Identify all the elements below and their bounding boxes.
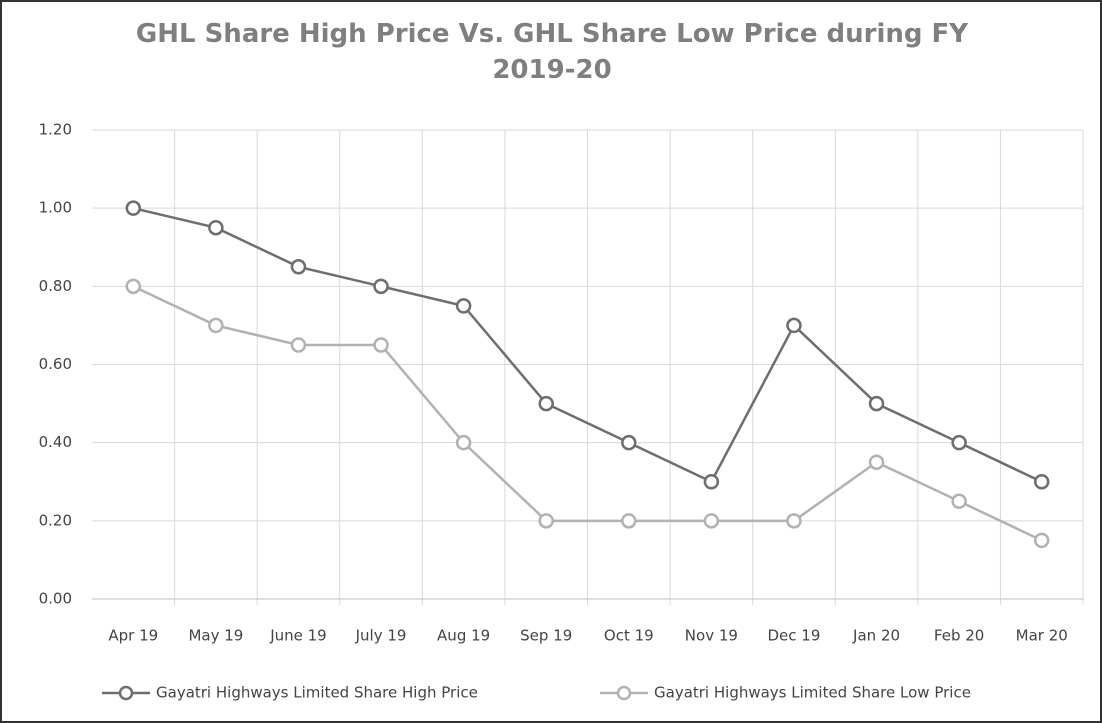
point — [868, 454, 885, 470]
legend-marker — [616, 685, 632, 701]
y-tick-label: 0.20 — [39, 511, 72, 529]
point — [1033, 474, 1050, 490]
legend-marker — [118, 685, 134, 701]
legend-label: Gayatri Highways Limited Share Low Price — [654, 684, 971, 702]
point — [868, 395, 885, 412]
y-tick-label: 0.00 — [39, 590, 72, 608]
point — [951, 493, 967, 510]
y-tick-label: 0.40 — [39, 433, 72, 451]
point — [703, 513, 720, 529]
x-tick-label: Aug 19 — [437, 627, 490, 645]
x-tick-label: July 19 — [355, 627, 407, 645]
point — [621, 513, 637, 529]
point — [208, 317, 224, 334]
point — [455, 298, 472, 314]
y-tick-label: 1.20 — [39, 121, 72, 139]
x-tick-label: June 19 — [269, 627, 327, 645]
x-tick-label: Sep 19 — [520, 627, 572, 645]
chart-title: GHL Share High Price Vs. GHL Share Low P… — [135, 19, 969, 85]
x-tick-label: Feb 20 — [934, 627, 984, 645]
point — [373, 278, 389, 295]
x-tick-label: Jan 20 — [852, 627, 900, 645]
point — [125, 200, 142, 216]
point — [125, 278, 142, 295]
x-tick-label: Mar 20 — [1016, 627, 1068, 645]
point — [951, 434, 967, 451]
point — [621, 434, 637, 451]
point — [208, 219, 224, 236]
legend-label: Gayatri Highways Limited Share High Pric… — [156, 684, 478, 702]
point — [538, 395, 554, 412]
point — [455, 434, 472, 451]
point — [786, 317, 802, 334]
series-line — [132, 285, 1043, 542]
point — [538, 513, 554, 529]
point — [703, 474, 720, 490]
x-tick-label: Apr 19 — [108, 627, 158, 645]
point — [290, 259, 307, 275]
x-tick-label: Oct 19 — [604, 627, 654, 645]
point — [1033, 532, 1050, 549]
point — [786, 513, 802, 529]
point — [373, 337, 389, 353]
series-line — [133, 206, 1043, 484]
x-tick-label: Nov 19 — [685, 627, 738, 645]
y-tick-label: 0.80 — [39, 277, 72, 295]
point — [290, 337, 307, 353]
y-tick-label: 0.60 — [39, 355, 72, 373]
x-tick-label: May 19 — [188, 627, 243, 645]
y-tick-label: 1.00 — [39, 199, 72, 217]
x-tick-label: Dec 19 — [768, 627, 821, 645]
